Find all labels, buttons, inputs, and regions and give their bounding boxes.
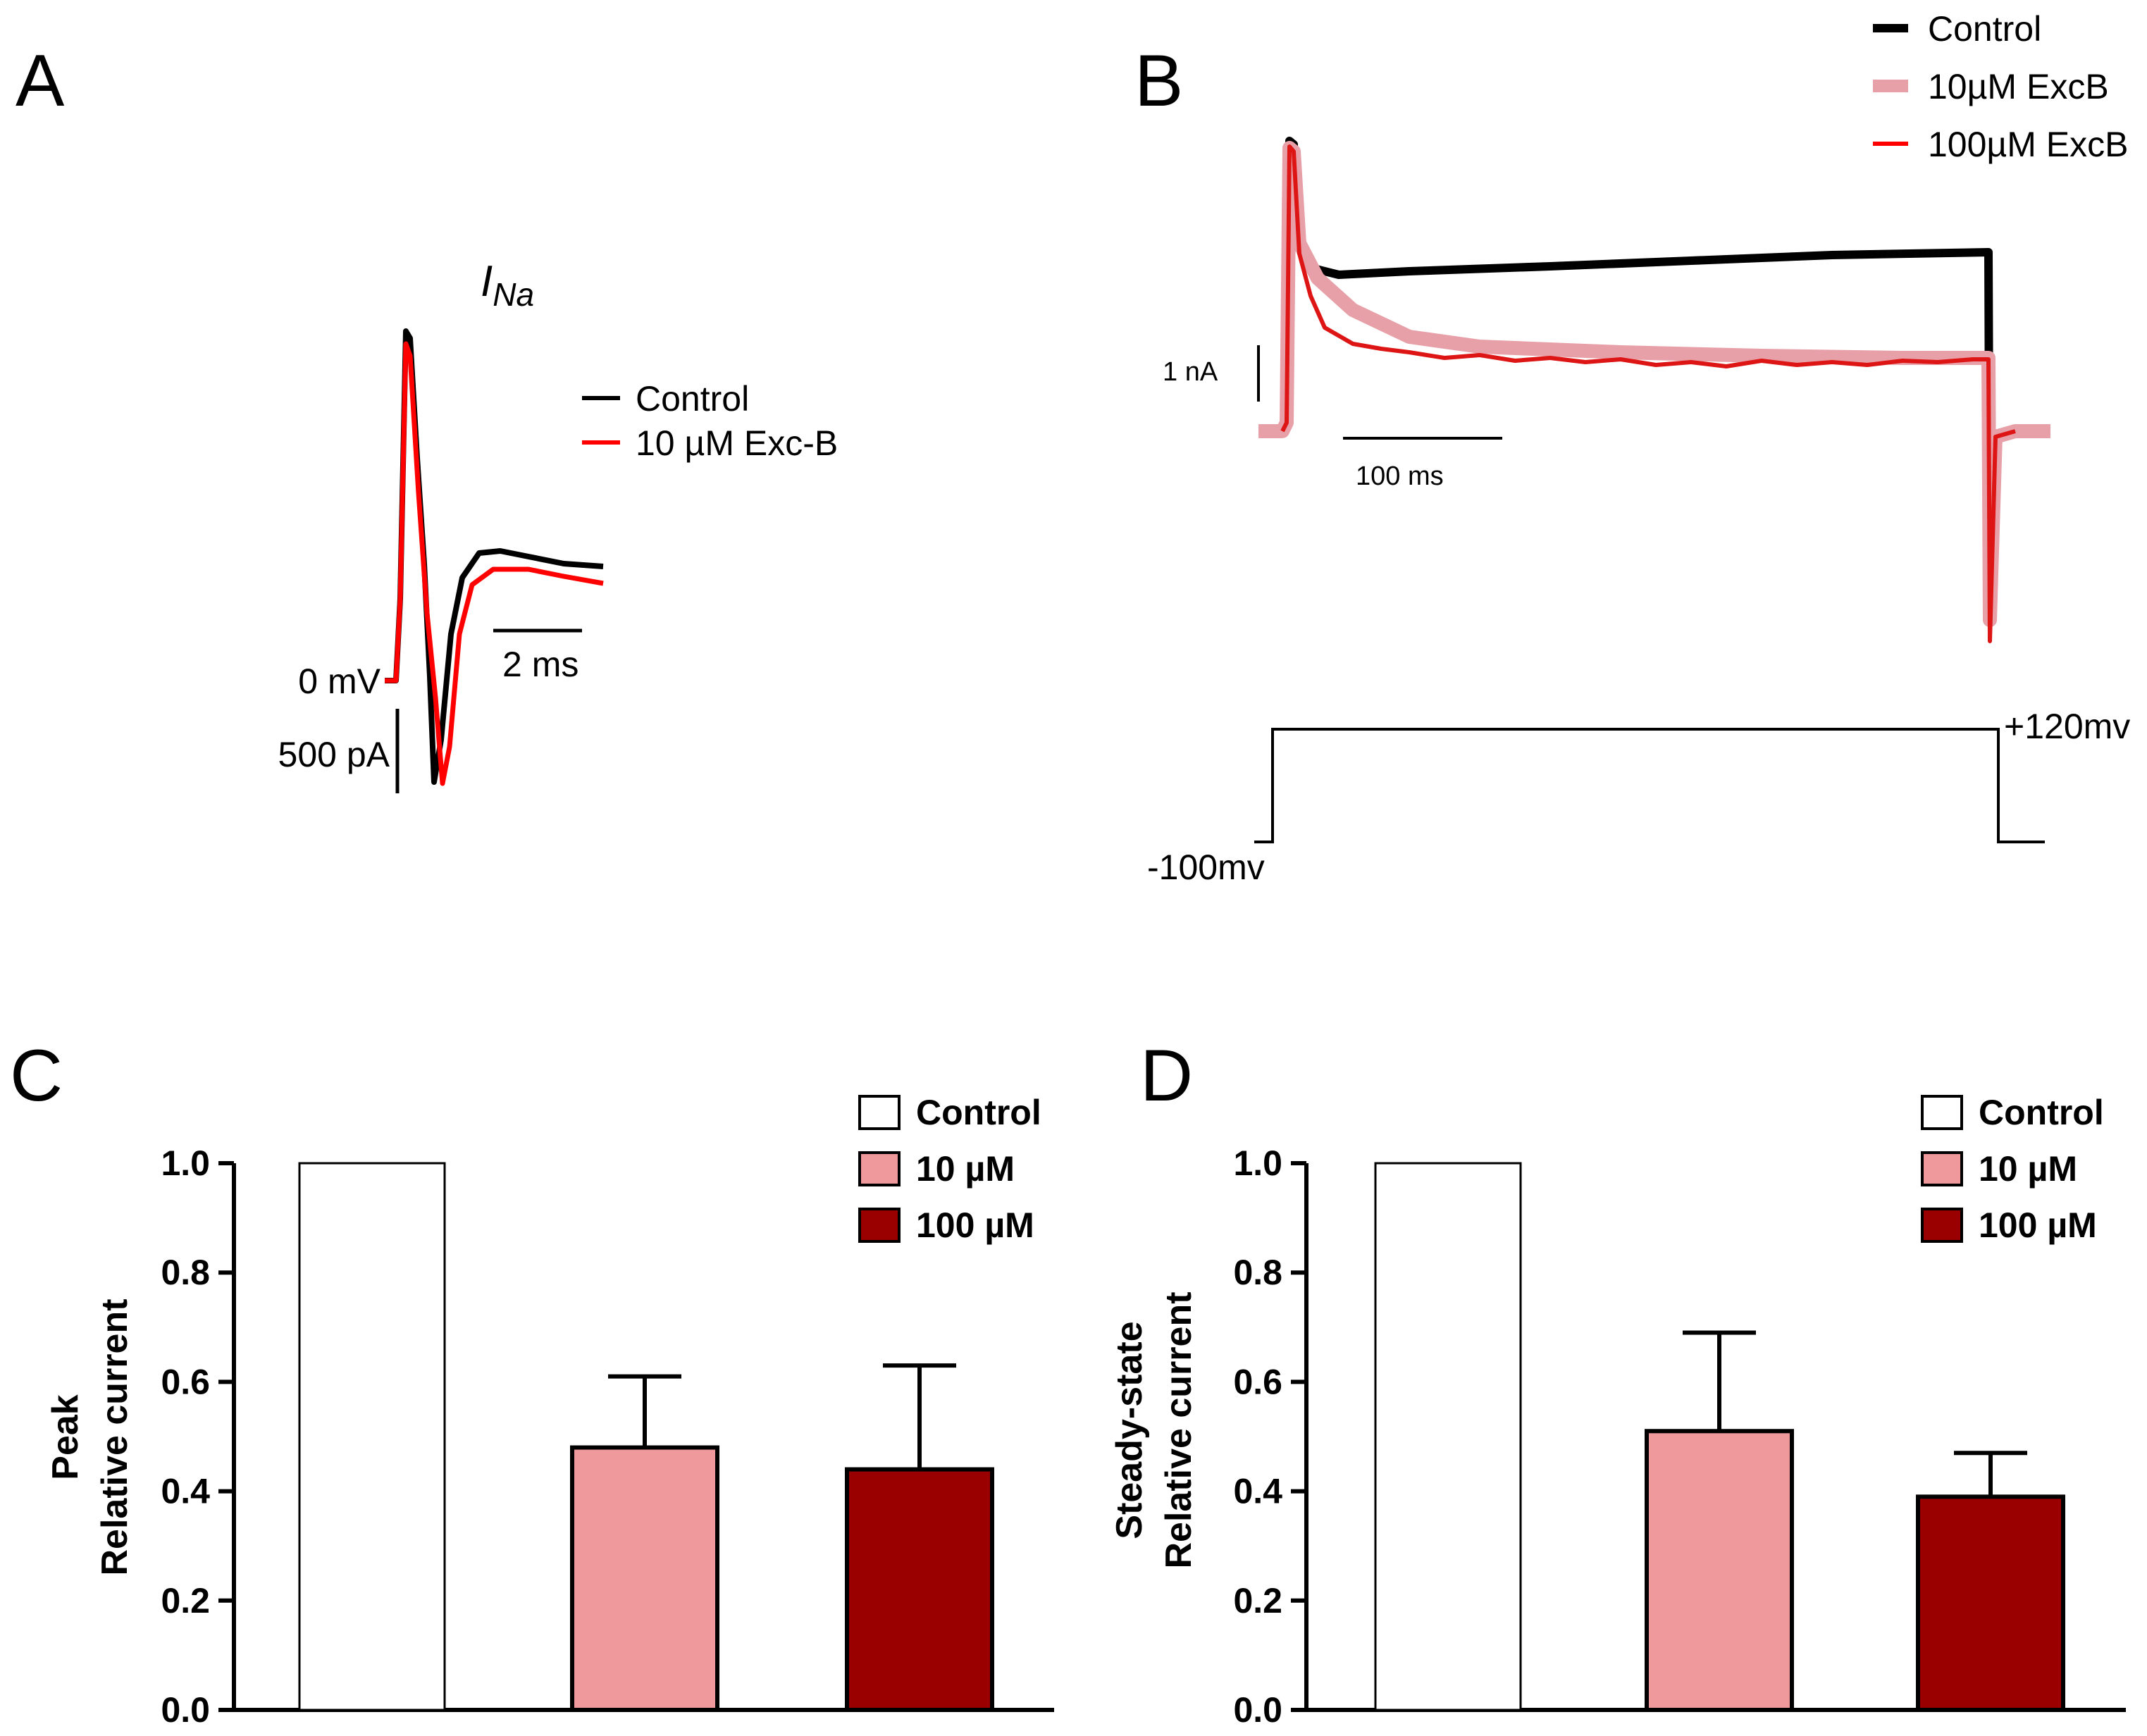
panel-c-legend-control: Control: [916, 1093, 1041, 1132]
panel-c-bar-1: [298, 1162, 446, 1711]
panel-b-time-scale-label: 100 ms: [1356, 461, 1444, 491]
panel-a-control-trace: [385, 328, 604, 785]
panel-d-ytick-label: 0.4: [1233, 1472, 1282, 1511]
panel-d-ytick-label: 1.0: [1233, 1143, 1282, 1183]
panel-d-legend-control: Control: [1979, 1093, 2104, 1132]
panel-d-bar-2: [1645, 1429, 1794, 1712]
panel-b-protocol-high-label: +120mv: [2004, 707, 2130, 746]
panel-c-ytick-label: 0.8: [161, 1253, 210, 1292]
panel-b-protocol-low-label: -100mv: [1147, 848, 1265, 887]
panel-d-bar-3: [1916, 1494, 2065, 1713]
panel-c-ylabel-line2: Relative current: [94, 1298, 135, 1575]
panel-b-current-scale-label: 1 nA: [1163, 357, 1218, 387]
panel-c-ytick-label: 1.0: [161, 1143, 210, 1183]
panel-d-ytick-label: 0.0: [1233, 1690, 1282, 1730]
panel-d-bar-1: [1374, 1162, 1522, 1711]
panel-d-ylabel-line2: Relative current: [1158, 1291, 1199, 1568]
panel-d-ytick-label: 0.8: [1233, 1253, 1282, 1292]
panel-b-legend-100um: 100µM ExcB: [1928, 125, 2128, 164]
panel-c-legend: Control 10 µM 100 µM: [858, 1093, 1041, 1245]
panel-b-legend-control: Control: [1928, 9, 2041, 49]
panel-d-legend-swatch-control: [1921, 1095, 1963, 1130]
panel-c-bar-2: [570, 1445, 719, 1713]
panel-d-bars: [1374, 1162, 2065, 1713]
panel-b-100um-trace: [1280, 144, 2016, 643]
panel-d-ytick-label: 0.2: [1233, 1581, 1282, 1620]
panel-d-yticks: 0.0 0.2 0.4 0.6 0.8 1.0: [1233, 1143, 1306, 1730]
panel-c-bar-3: [845, 1467, 994, 1713]
panel-c-ylabel: Peak Relative current: [45, 1298, 135, 1575]
panel-c-ytick-label: 0.6: [161, 1362, 210, 1401]
panel-c-yticks: 0.0 0.2 0.4 0.6 0.8 1.0: [161, 1143, 234, 1730]
panel-b: B Control 10µM ExcB 100µM ExcB 1 nA 100 …: [1134, 9, 2130, 887]
panel-d-ytick-label: 0.6: [1233, 1362, 1282, 1401]
panel-c: C 0.0 0.2 0.4 0.6 0.8 1.0 Peak Relative curre…: [10, 1035, 1054, 1730]
panel-b-voltage-protocol: [1254, 728, 2045, 843]
panel-c-legend-10um: 10 µM: [916, 1149, 1015, 1189]
panel-b-10um-trace: [1258, 141, 2050, 627]
panel-a-legend-control: Control: [636, 379, 749, 418]
panel-a-title-main: I: [481, 257, 493, 306]
panel-c-ylabel-line1: Peak: [45, 1394, 86, 1480]
panel-d-letter: D: [1140, 1035, 1193, 1117]
panel-d-ylabel: Steady-state Relative current: [1109, 1291, 1199, 1568]
panel-a-current-scale-label: 500 pA: [278, 735, 390, 774]
panel-a-title: INa: [481, 257, 534, 313]
panel-b-legend-10um: 10µM ExcB: [1928, 67, 2109, 106]
panel-d-ylabel-line1: Steady-state: [1109, 1321, 1150, 1539]
panel-a-title-sub: Na: [493, 276, 534, 313]
panel-c-legend-100um: 100 µM: [916, 1205, 1034, 1245]
panel-d: D 0.0 0.2 0.4 0.6 0.8 1.0 Steady-state Relati…: [1109, 1035, 2126, 1730]
panel-a-letter: A: [16, 40, 65, 122]
panel-d-legend-swatch-10um: [1921, 1151, 1963, 1186]
panel-c-ytick-label: 0.4: [161, 1472, 210, 1511]
panel-c-letter: C: [10, 1035, 63, 1117]
panel-d-legend-100um: 100 µM: [1979, 1205, 2097, 1245]
panel-a-legend-exc: 10 µM Exc-B: [636, 423, 838, 463]
panel-c-legend-swatch-control: [858, 1095, 901, 1130]
panel-a-time-scale-label: 2 ms: [502, 645, 578, 684]
panel-d-legend-10um: 10 µM: [1979, 1149, 2077, 1189]
panel-d-legend: Control 10 µM 100 µM: [1921, 1093, 2104, 1245]
panel-c-legend-swatch-100um: [858, 1208, 901, 1243]
panel-a: A INa Control 10 µM Exc-B 2 ms 500 pA 0 …: [16, 40, 838, 793]
panel-a-exc-trace: [385, 341, 604, 786]
panel-c-ytick-label: 0.0: [161, 1690, 210, 1730]
panel-b-control-trace: [1258, 137, 2050, 624]
panel-c-legend-swatch-10um: [858, 1151, 901, 1186]
panel-c-bars: [298, 1162, 994, 1713]
panel-b-letter: B: [1134, 40, 1183, 122]
panel-a-zero-label: 0 mV: [298, 662, 380, 701]
panel-d-legend-swatch-100um: [1921, 1208, 1963, 1243]
panel-c-ytick-label: 0.2: [161, 1581, 210, 1620]
